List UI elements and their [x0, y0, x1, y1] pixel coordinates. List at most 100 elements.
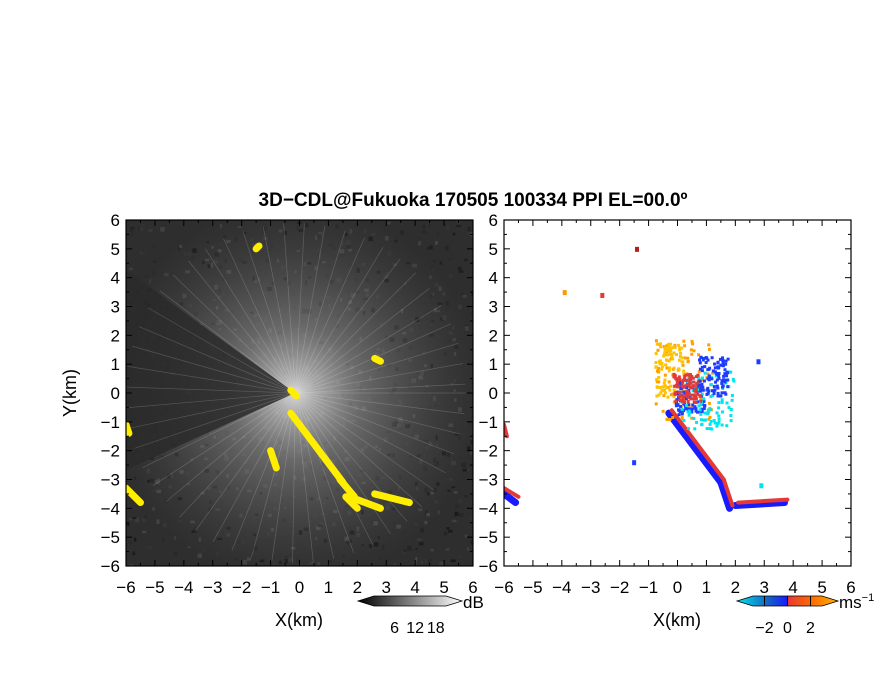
right-cluster-pixel	[702, 379, 706, 383]
right-x-tick-label: −1	[639, 578, 658, 597]
right-cluster-pixel	[725, 401, 729, 405]
right-cluster-pixel	[708, 415, 712, 419]
right-cluster-pixel	[708, 422, 712, 426]
left-noise-speck	[464, 534, 468, 538]
right-cluster-pixel	[707, 343, 711, 347]
right-cluster-pixel	[663, 391, 667, 395]
right-cluster-pixel	[657, 375, 661, 379]
right-cluster-pixel	[717, 406, 721, 410]
right-y-tick-label: −3	[479, 471, 498, 490]
left-noise-speck	[450, 559, 456, 563]
right-cluster-pixel	[662, 389, 666, 393]
right-cluster-pixel	[677, 358, 681, 362]
left-noise-speck	[428, 224, 432, 227]
right-cluster-pixel	[654, 402, 658, 406]
right-cluster-pixel	[702, 399, 706, 403]
left-blocked-sector	[126, 270, 295, 470]
left-beam-ray	[134, 392, 296, 449]
right-cluster-pixel	[671, 357, 675, 361]
right-cluster-pixel	[678, 398, 682, 402]
left-noise-speck	[454, 504, 459, 509]
left-beam-ray	[148, 307, 296, 394]
right-streak-red	[736, 497, 790, 505]
right-cluster-pixel	[720, 400, 724, 404]
right-isolated-pixel	[759, 483, 764, 489]
right-cluster-pixel	[709, 394, 713, 398]
right-cluster-pixel	[674, 353, 678, 357]
right-cluster-pixel	[679, 405, 683, 409]
right-cluster-pixel	[693, 405, 697, 409]
right-cluster-pixel	[694, 394, 698, 398]
left-beam-ray	[138, 326, 296, 394]
left-noise-speck	[439, 561, 445, 566]
right-cluster-pixel	[696, 373, 700, 377]
right-cluster-pixel	[685, 378, 689, 382]
left-beam-ray	[295, 247, 384, 394]
left-noise-speck	[129, 267, 134, 271]
right-cluster-pixel	[670, 354, 674, 358]
right-cluster-pixel	[712, 419, 716, 423]
right-cluster-pixel	[654, 352, 658, 356]
left-x-tick-label: −6	[116, 578, 135, 597]
right-cluster-pixel	[686, 400, 690, 404]
left-noise-speck	[140, 223, 146, 229]
right-cluster-pixel	[721, 358, 725, 362]
left-highlight-region	[371, 490, 413, 507]
right-cluster-pixel	[692, 417, 696, 421]
right-cluster-pixel	[676, 380, 680, 384]
right-cluster-pixel	[660, 388, 664, 392]
left-panel: −6 −5 −4 −3 −2 −1 0 1 2 3 4 5 6 6543210−1−2−3−4−5−6 …	[60, 211, 484, 637]
right-cluster-pixel	[696, 410, 700, 414]
left-noise-speck	[446, 225, 450, 229]
left-highlight-region	[342, 493, 361, 512]
right-cluster-pixel	[690, 416, 694, 420]
left-beam-ray	[295, 392, 354, 553]
right-cluster-pixel	[663, 378, 667, 382]
right-cluster-pixel	[661, 385, 665, 389]
right-cluster-pixel	[715, 384, 719, 388]
right-cluster-pixel	[674, 383, 678, 387]
right-cluster-pixel	[717, 372, 721, 376]
left-noise-speck	[130, 226, 135, 229]
right-cluster-pixel	[705, 388, 709, 392]
right-cluster-pixel	[668, 384, 672, 388]
right-cluster-pixel	[694, 387, 698, 391]
left-beam-ray	[295, 392, 423, 508]
right-isolated-pixel	[632, 460, 637, 466]
right-cluster-pixel	[715, 378, 719, 382]
right-x-tick-label: −2	[610, 578, 629, 597]
right-cluster-pixel	[710, 356, 714, 360]
right-cluster-pixel	[727, 406, 731, 410]
right-cluster-pixel	[691, 403, 695, 407]
right-y-tick-label: 6	[489, 211, 498, 230]
right-cluster-pixel	[686, 356, 690, 360]
right-streak-blue	[504, 490, 520, 507]
left-colorbar: 6 12 18 dB	[356, 593, 484, 637]
left-beam-ray	[126, 392, 296, 409]
left-colorbar-ticks: 6 12 18	[390, 620, 445, 637]
left-noise-speck	[128, 517, 133, 521]
left-beam-ray	[271, 392, 296, 562]
left-noise-speck	[468, 515, 473, 520]
right-cluster-pixel	[724, 378, 728, 382]
left-highlight-region	[353, 496, 384, 512]
left-highlight-region	[287, 386, 301, 400]
right-cluster-pixel	[722, 374, 726, 378]
right-x-tick-label: −4	[552, 578, 571, 597]
left-noise-speck	[466, 547, 470, 551]
right-cluster-pixel	[720, 398, 724, 402]
right-cluster-pixel	[683, 403, 687, 407]
right-cluster-pixel	[692, 380, 696, 384]
left-beam-ray	[179, 392, 296, 518]
right-cluster-pixel	[659, 345, 663, 349]
right-cluster-pixel	[680, 407, 684, 411]
right-cluster-pixel	[726, 385, 730, 389]
left-noise-speck	[141, 517, 147, 522]
left-noise-speck	[470, 312, 473, 317]
right-cluster-pixel	[657, 366, 661, 370]
right-cluster-pixel	[672, 345, 676, 349]
right-y-tick-label: 4	[489, 269, 498, 288]
right-cluster-pixel	[660, 361, 664, 365]
right-cluster-pixel	[720, 391, 724, 395]
right-cluster-pixel	[655, 342, 659, 346]
